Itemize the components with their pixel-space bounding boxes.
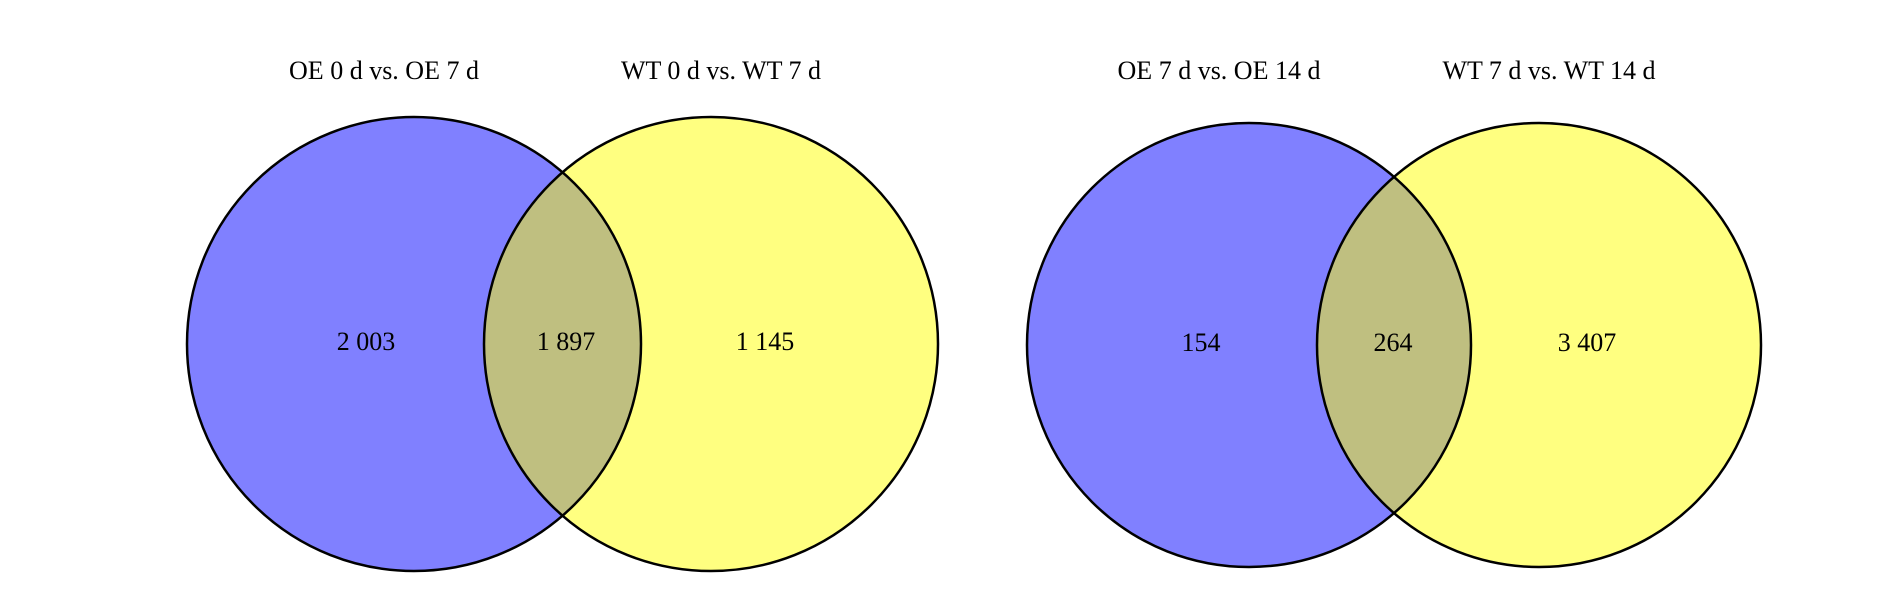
overlap-region xyxy=(1317,123,1471,567)
set-outline xyxy=(185,115,643,573)
region-count: 264 xyxy=(1374,328,1413,357)
venn-diagram: OE 0 d vs. OE 7 d WT 0 d vs. WT 7 d 2 003 1… xyxy=(185,56,940,573)
set-label: WT 7 d vs. WT 14 d xyxy=(1442,56,1655,85)
region-count: 1 145 xyxy=(736,327,795,356)
set-outline xyxy=(482,115,940,573)
overlap-region xyxy=(484,117,641,571)
region-count: 3 407 xyxy=(1558,328,1617,357)
set-outline xyxy=(1315,121,1763,569)
set-label: WT 0 d vs. WT 7 d xyxy=(621,56,821,85)
set-label: OE 7 d vs. OE 14 d xyxy=(1118,56,1321,85)
region-count: 1 897 xyxy=(537,327,596,356)
venn-diagram: OE 7 d vs. OE 14 d WT 7 d vs. WT 14 d 154 2… xyxy=(1025,56,1763,569)
region-count: 154 xyxy=(1182,328,1221,357)
set-label: OE 0 d vs. OE 7 d xyxy=(289,56,479,85)
region-count: 2 003 xyxy=(337,327,396,356)
set-outline xyxy=(1025,121,1473,569)
